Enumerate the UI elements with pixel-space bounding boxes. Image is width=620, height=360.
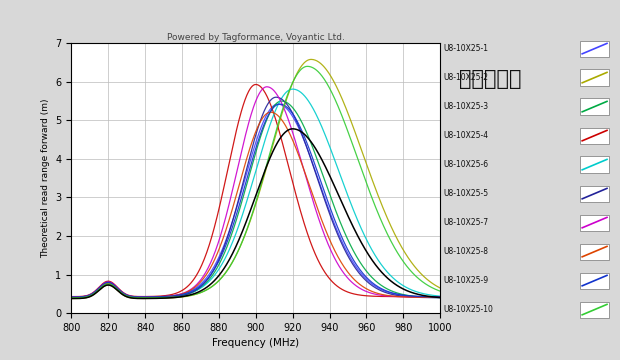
X-axis label: Frequency (MHz): Frequency (MHz) (212, 338, 299, 348)
Text: U8-10X25-8: U8-10X25-8 (443, 247, 489, 256)
Text: U8-10X25-10: U8-10X25-10 (443, 305, 493, 314)
Text: U8-10X25-9: U8-10X25-9 (443, 276, 489, 285)
Text: 读距示意图: 读距示意图 (459, 69, 521, 89)
Text: U8-10X25-1: U8-10X25-1 (443, 44, 489, 53)
Text: U8-10X25-2: U8-10X25-2 (443, 73, 489, 82)
Y-axis label: Theoretical read range forward (m): Theoretical read range forward (m) (41, 98, 50, 258)
Title: Powered by Tagformance, Voyantic Ltd.: Powered by Tagformance, Voyantic Ltd. (167, 33, 345, 42)
Text: U8-10X25-4: U8-10X25-4 (443, 131, 489, 140)
Text: U8-10X25-7: U8-10X25-7 (443, 218, 489, 227)
Text: U8-10X25-6: U8-10X25-6 (443, 160, 489, 169)
Text: U8-10X25-5: U8-10X25-5 (443, 189, 489, 198)
Text: U8-10X25-3: U8-10X25-3 (443, 102, 489, 111)
